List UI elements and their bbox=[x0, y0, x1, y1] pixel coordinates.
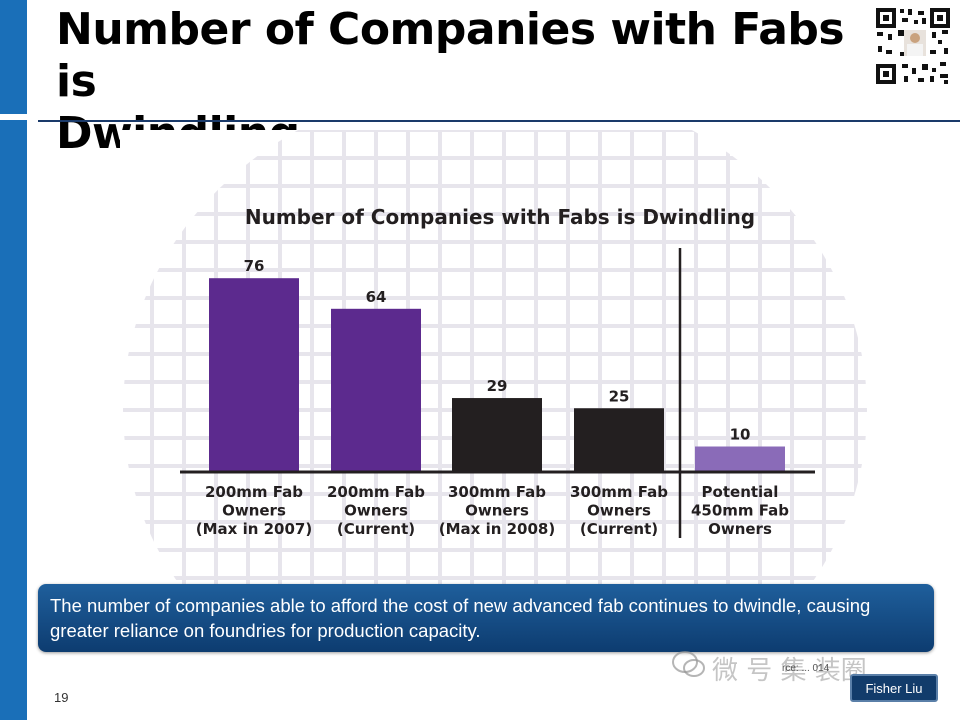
chart-title: Number of Companies with Fabs is Dwindli… bbox=[245, 205, 755, 229]
category-label-line: (Max in 2007) bbox=[196, 520, 312, 538]
category-label-4: Potential 450mm Fab Owners bbox=[691, 483, 789, 538]
chart-area: Number of Companies with Fabs is Dwindli… bbox=[120, 130, 870, 590]
bar-value-label-4: 10 bbox=[730, 426, 751, 444]
title-underline bbox=[38, 120, 960, 122]
bar-0 bbox=[209, 278, 299, 472]
category-label-line: 200mm Fab bbox=[327, 483, 425, 501]
slide-title-line-1: Number of Companies with Fabs is bbox=[56, 4, 845, 107]
callout-text: The number of companies able to afford t… bbox=[50, 595, 871, 641]
qr-code-icon bbox=[874, 6, 952, 86]
category-label-line: 300mm Fab bbox=[570, 483, 668, 501]
wechat-watermark: 微 号 集 装圈 bbox=[672, 648, 922, 690]
left-accent-bar bbox=[0, 0, 27, 720]
bar-chart: Number of Companies with Fabs is Dwindli… bbox=[120, 130, 870, 590]
category-label-line: Owners bbox=[708, 520, 772, 538]
category-label-line: (Current) bbox=[580, 520, 658, 538]
bar-value-label-1: 64 bbox=[366, 288, 387, 306]
bar-3 bbox=[574, 408, 664, 472]
category-label-1: 200mm Fab Owners (Current) bbox=[327, 483, 425, 538]
category-label-3: 300mm Fab Owners (Current) bbox=[570, 483, 668, 538]
watermark-text: 微 号 集 装圈 bbox=[712, 656, 867, 686]
category-label-line: Owners bbox=[465, 502, 529, 520]
wechat-icon bbox=[672, 650, 706, 687]
page-number: 19 bbox=[54, 690, 69, 705]
author-name: Fisher Liu bbox=[865, 681, 923, 696]
category-label-line: Owners bbox=[587, 502, 651, 520]
category-label-line: 200mm Fab bbox=[205, 483, 303, 501]
callout-box: The number of companies able to afford t… bbox=[38, 584, 934, 652]
category-label-line: Owners bbox=[222, 502, 286, 520]
bar-value-label-3: 25 bbox=[609, 387, 630, 405]
left-accent-gap bbox=[0, 114, 27, 120]
category-label-line: 450mm Fab bbox=[691, 502, 789, 520]
source-note: rce: ... 014 bbox=[782, 663, 830, 674]
bar-value-label-0: 76 bbox=[244, 257, 265, 275]
bar-1 bbox=[331, 308, 421, 472]
category-label-line: (Max in 2008) bbox=[439, 520, 555, 538]
category-label-line: 300mm Fab bbox=[448, 483, 546, 501]
category-label-line: (Current) bbox=[337, 520, 415, 538]
bar-2 bbox=[452, 398, 542, 472]
category-label-0: 200mm Fab Owners (Max in 2007) bbox=[196, 483, 312, 538]
bar-value-label-2: 29 bbox=[487, 377, 508, 395]
bar-4 bbox=[695, 446, 785, 472]
category-label-line: Potential bbox=[702, 483, 779, 501]
category-label-2: 300mm Fab Owners (Max in 2008) bbox=[439, 483, 555, 538]
author-badge: Fisher Liu bbox=[850, 674, 938, 702]
category-label-line: Owners bbox=[344, 502, 408, 520]
